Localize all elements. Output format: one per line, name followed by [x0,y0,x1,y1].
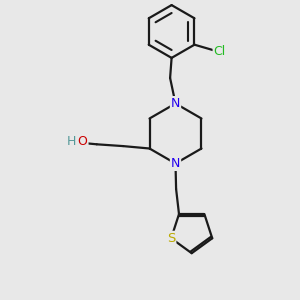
Text: Cl: Cl [214,45,226,58]
Text: H: H [67,135,76,148]
Text: S: S [167,232,175,245]
Text: N: N [171,97,180,110]
Text: O: O [78,135,88,148]
Text: N: N [171,157,180,170]
